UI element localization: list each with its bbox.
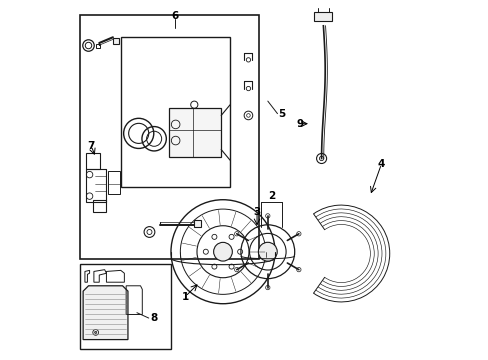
Bar — [86, 153, 100, 169]
Bar — [113, 38, 119, 44]
Bar — [107, 171, 120, 194]
Bar — [194, 220, 201, 227]
Circle shape — [213, 242, 232, 261]
Text: 9: 9 — [296, 119, 304, 129]
Bar — [169, 108, 221, 157]
Text: 5: 5 — [278, 109, 285, 119]
Bar — [96, 44, 100, 48]
Polygon shape — [83, 286, 128, 339]
Circle shape — [94, 331, 97, 333]
Bar — [86, 169, 105, 202]
Text: 3: 3 — [253, 207, 260, 217]
Text: 7: 7 — [87, 141, 95, 151]
Text: 6: 6 — [171, 11, 178, 21]
Text: 2: 2 — [267, 191, 274, 201]
Bar — [93, 200, 105, 212]
Circle shape — [258, 242, 277, 261]
Bar — [80, 264, 171, 348]
Bar — [80, 15, 258, 259]
Bar — [121, 37, 230, 187]
Bar — [314, 12, 332, 21]
Text: 8: 8 — [150, 313, 158, 323]
Text: 4: 4 — [377, 159, 385, 169]
Text: 1: 1 — [182, 292, 188, 302]
